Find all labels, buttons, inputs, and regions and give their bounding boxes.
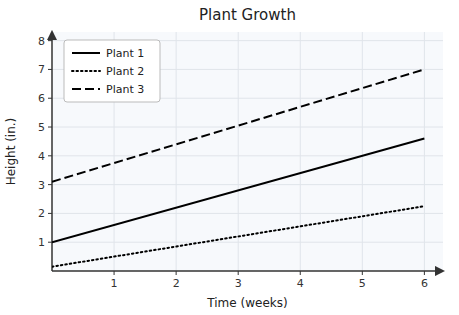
chart-container: 1 2 3 4 5 6 1 2 3 4 5 6 7 8 Plant Growth Time (weeks) He… [0,0,459,315]
y-grid-line [52,127,443,128]
y-grid-line [52,155,443,156]
grid [52,32,443,271]
x-tick-label: 4 [297,277,304,290]
legend-box [64,40,160,102]
x-grid-line [424,32,425,271]
x-grid-line [238,32,239,271]
series-line [52,206,424,266]
x-tick-label: 5 [359,277,366,290]
legend-label: Plant 3 [106,83,144,96]
y-tick-label: 8 [38,35,45,48]
chart-title: Plant Growth [199,6,296,24]
chart-svg: 1 2 3 4 5 6 1 2 3 4 5 6 7 8 Plant Growth Time (weeks) He… [0,0,459,315]
axes: 1 2 3 4 5 6 1 2 3 4 5 6 7 8 [38,32,443,290]
legend-swatch [72,52,100,54]
legend-label: Plant 1 [106,47,144,60]
y-tick-label: 2 [38,207,45,220]
x-tick-label: 6 [421,277,428,290]
series-line [52,139,424,243]
y-tick-label: 1 [38,236,45,249]
x-grid-line [300,32,301,271]
y-grid-line [52,184,443,185]
y-axis-line [51,32,53,271]
legend-swatch [72,88,100,90]
x-grid-line [362,32,363,271]
x-tick-label: 1 [111,277,118,290]
y-tick-label: 4 [38,150,45,163]
y-grid-line [52,242,443,243]
x-tick-label: 3 [235,277,242,290]
y-axis-label: Height (in.) [4,118,18,186]
x-grid-line [176,32,177,271]
x-axis-label: Time (weeks) [206,296,287,310]
plot-background [52,32,443,271]
x-axis-line [52,270,443,272]
y-tick-label: 3 [38,179,45,192]
y-tick-label: 6 [38,92,45,105]
y-tick-label: 5 [38,121,45,134]
legend-label: Plant 2 [106,65,144,78]
series-line [52,69,424,181]
legend-swatch [72,70,100,72]
x-tick-label: 2 [173,277,180,290]
y-tick-label: 7 [38,63,45,76]
legend: Plant 1 Plant 2 Plant 3 [64,40,160,102]
